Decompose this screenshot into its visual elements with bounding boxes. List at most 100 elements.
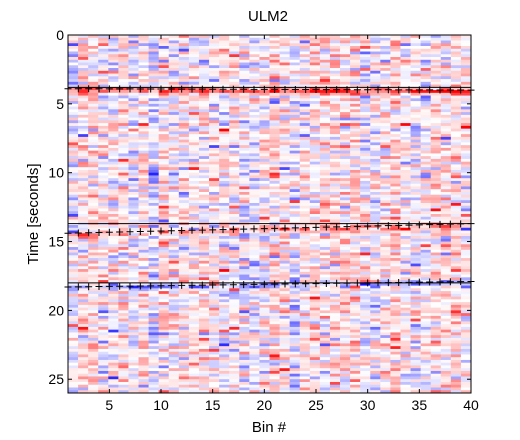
heatmap-cell: [138, 145, 149, 149]
heatmap-cell: [68, 285, 79, 289]
heatmap-cell: [390, 200, 401, 204]
heatmap-cell: [309, 227, 321, 231]
heatmap-cell: [380, 158, 391, 163]
heatmap-cell: [390, 348, 401, 353]
heatmap-cell: [309, 357, 321, 361]
heatmap-cell: [319, 153, 331, 157]
heatmap-cell: [249, 125, 260, 130]
heatmap-cell: [460, 324, 472, 328]
heatmap-cell: [168, 255, 180, 259]
heatmap-cell: [269, 255, 280, 259]
heatmap-cell: [410, 62, 422, 66]
heatmap-cell: [128, 150, 139, 154]
heatmap-cell: [370, 48, 381, 52]
heatmap-cell: [340, 304, 351, 309]
heatmap-cell: [309, 40, 321, 44]
heatmap-cell: [279, 321, 291, 325]
heatmap-cell: [380, 315, 391, 320]
heatmap-cell: [450, 307, 462, 311]
heatmap-cell: [249, 214, 260, 218]
heatmap-cell: [209, 79, 220, 83]
heatmap-cell: [249, 299, 260, 303]
heatmap-cell: [430, 337, 442, 342]
heatmap-cell: [460, 109, 472, 113]
heatmap-cell: [108, 219, 119, 223]
heatmap-cell: [450, 172, 462, 176]
heatmap-cell: [360, 277, 371, 281]
heatmap-cell: [329, 348, 341, 353]
heatmap-cell: [340, 282, 351, 286]
heatmap-cell: [390, 255, 401, 259]
heatmap-cell: [108, 183, 119, 187]
heatmap-cell: [370, 167, 381, 171]
heatmap-cell: [329, 266, 341, 270]
heatmap-cell: [319, 219, 331, 223]
heatmap-cell: [410, 296, 422, 300]
heatmap-cell: [259, 54, 270, 58]
heatmap-cell: [370, 68, 381, 72]
heatmap-cell: [128, 158, 139, 163]
heatmap-cell: [380, 326, 391, 331]
heatmap-cell: [430, 205, 442, 209]
heatmap-cell: [158, 359, 170, 364]
heatmap-cell: [420, 373, 432, 377]
heatmap-cell: [309, 285, 321, 289]
heatmap-cell: [188, 81, 200, 85]
heatmap-cell: [168, 142, 180, 146]
heatmap-cell: [168, 233, 180, 237]
heatmap-cell: [88, 354, 99, 358]
heatmap-cell: [299, 370, 311, 375]
heatmap-cell: [188, 40, 200, 44]
heatmap-cell: [148, 84, 160, 88]
heatmap-cell: [340, 40, 351, 44]
heatmap-cell: [68, 205, 79, 209]
heatmap-cell: [78, 142, 89, 146]
heatmap-cell: [178, 117, 190, 121]
heatmap-cell: [249, 302, 260, 306]
heatmap-cell: [319, 373, 331, 377]
heatmap-cell: [209, 59, 220, 63]
heatmap-cell: [209, 359, 220, 364]
heatmap-cell: [88, 103, 99, 107]
heatmap-cell: [299, 178, 311, 182]
heatmap-cell: [380, 238, 391, 242]
heatmap-cell: [440, 186, 452, 190]
heatmap-cell: [269, 114, 280, 119]
heatmap-cell: [400, 150, 411, 154]
heatmap-cell: [299, 194, 311, 198]
heatmap-cell: [450, 54, 462, 58]
heatmap-cell: [329, 269, 341, 273]
heatmap-cell: [380, 219, 391, 223]
heatmap-cell: [98, 238, 109, 242]
heatmap-cell: [198, 95, 210, 99]
heatmap-cell: [299, 180, 311, 185]
heatmap-cell: [148, 282, 160, 286]
heatmap-cell: [158, 214, 170, 218]
heatmap-cell: [68, 233, 79, 237]
heatmap-cell: [249, 35, 260, 39]
heatmap-cell: [148, 241, 160, 245]
heatmap-cell: [128, 59, 139, 63]
heatmap-cell: [219, 180, 230, 185]
heatmap-cell: [440, 362, 452, 366]
heatmap-cell: [340, 326, 351, 331]
heatmap-cell: [440, 247, 452, 251]
heatmap-cell: [168, 280, 180, 284]
heatmap-cell: [319, 282, 331, 286]
heatmap-cell: [249, 128, 260, 132]
heatmap-cell: [370, 153, 381, 157]
heatmap-cell: [340, 343, 351, 347]
heatmap-cell: [188, 46, 200, 50]
heatmap-cell: [138, 293, 149, 298]
heatmap-cell: [309, 84, 321, 88]
heatmap-cell: [289, 313, 301, 317]
heatmap-cell: [219, 362, 230, 366]
heatmap-cell: [360, 183, 371, 187]
heatmap-cell: [309, 225, 321, 229]
heatmap-cell: [68, 343, 79, 347]
heatmap-cell: [370, 370, 381, 375]
heatmap-cell: [370, 169, 381, 174]
heatmap-cell: [108, 285, 119, 289]
heatmap-cell: [229, 368, 240, 372]
heatmap-cell: [390, 266, 401, 270]
